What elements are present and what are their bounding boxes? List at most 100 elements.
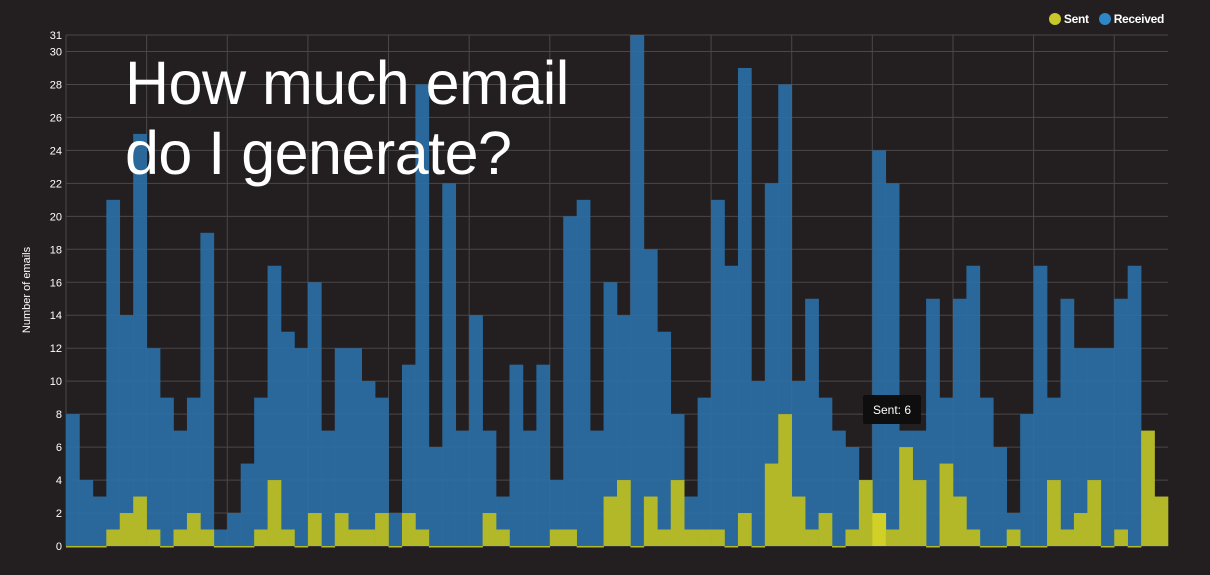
sent-bar[interactable] — [294, 546, 309, 548]
sent-bar[interactable] — [1073, 513, 1088, 546]
received-bar[interactable] — [79, 480, 94, 546]
sent-bar[interactable] — [119, 513, 134, 546]
sent-bar[interactable] — [939, 463, 954, 546]
sent-bar[interactable] — [818, 513, 833, 546]
sent-bar[interactable] — [267, 480, 282, 546]
sent-bar[interactable] — [160, 546, 174, 548]
received-bar[interactable] — [724, 265, 739, 546]
sent-bar[interactable] — [106, 529, 121, 546]
received-bar[interactable] — [737, 67, 752, 546]
received-bar[interactable] — [872, 150, 887, 547]
received-bar[interactable] — [307, 282, 322, 546]
received-bar[interactable] — [1060, 298, 1075, 546]
legend-item-received[interactable]: Received — [1098, 12, 1164, 26]
received-bar[interactable] — [92, 496, 107, 546]
received-bar[interactable] — [375, 397, 389, 546]
sent-bar[interactable] — [200, 529, 215, 546]
received-bar[interactable] — [885, 183, 900, 546]
sent-bar[interactable] — [79, 546, 94, 548]
legend-item-sent[interactable]: Sent — [1048, 12, 1089, 26]
sent-bar[interactable] — [442, 546, 457, 548]
sent-bar[interactable] — [778, 414, 793, 546]
sent-bar[interactable] — [832, 546, 846, 548]
sent-bar[interactable] — [966, 529, 981, 546]
received-bar[interactable] — [294, 348, 309, 546]
sent-bar[interactable] — [496, 529, 510, 546]
sent-bar[interactable] — [899, 447, 913, 546]
sent-bar[interactable] — [872, 513, 887, 546]
received-bar[interactable] — [361, 381, 376, 546]
received-bar[interactable] — [348, 348, 362, 546]
sent-bar[interactable] — [711, 529, 725, 546]
received-bar[interactable] — [334, 348, 349, 546]
sent-bar[interactable] — [307, 513, 322, 546]
received-bar[interactable] — [119, 315, 134, 546]
received-bar[interactable] — [926, 298, 940, 546]
received-bar[interactable] — [200, 232, 215, 546]
sent-bar[interactable] — [1033, 546, 1048, 548]
sent-bar[interactable] — [482, 513, 497, 546]
received-bar[interactable] — [993, 447, 1008, 546]
sent-bar[interactable] — [1020, 546, 1034, 548]
sent-bar[interactable] — [751, 546, 766, 548]
sent-bar[interactable] — [1141, 430, 1155, 546]
sent-bar[interactable] — [684, 529, 698, 546]
sent-bar[interactable] — [630, 546, 645, 548]
sent-bar[interactable] — [415, 529, 430, 546]
sent-bar[interactable] — [617, 480, 631, 546]
sent-bar[interactable] — [388, 546, 403, 548]
received-bar[interactable] — [227, 513, 242, 546]
sent-bar[interactable] — [563, 529, 577, 546]
received-bar[interactable] — [832, 430, 846, 546]
sent-bar[interactable] — [590, 546, 604, 548]
received-bar[interactable] — [590, 430, 604, 546]
sent-bar[interactable] — [1047, 480, 1061, 546]
received-bar[interactable] — [240, 463, 255, 546]
sent-bar[interactable] — [603, 496, 618, 546]
received-bar[interactable] — [805, 298, 819, 546]
received-bar[interactable] — [764, 183, 779, 546]
received-bar[interactable] — [522, 430, 537, 546]
received-bar[interactable] — [711, 199, 725, 546]
sent-bar[interactable] — [1087, 480, 1102, 546]
sent-bar[interactable] — [737, 513, 752, 546]
received-bar[interactable] — [146, 348, 161, 546]
sent-bar[interactable] — [361, 529, 376, 546]
received-bar[interactable] — [630, 35, 645, 546]
received-bar[interactable] — [455, 430, 470, 546]
sent-bar[interactable] — [858, 480, 873, 546]
sent-bar[interactable] — [348, 529, 362, 546]
sent-bar[interactable] — [1100, 546, 1115, 548]
received-bar[interactable] — [1127, 265, 1142, 546]
received-bar[interactable] — [697, 397, 712, 546]
received-bar[interactable] — [952, 298, 967, 546]
received-bar[interactable] — [186, 397, 201, 546]
sent-bar[interactable] — [657, 529, 672, 546]
sent-bar[interactable] — [845, 529, 860, 546]
received-bar[interactable] — [415, 84, 430, 547]
sent-bar[interactable] — [254, 529, 268, 546]
sent-bar[interactable] — [522, 546, 537, 548]
received-bar[interactable] — [321, 430, 336, 546]
received-bar[interactable] — [979, 397, 994, 546]
sent-bar[interactable] — [92, 546, 107, 548]
received-bar[interactable] — [536, 364, 551, 546]
received-bar[interactable] — [388, 513, 403, 546]
received-bar[interactable] — [643, 249, 658, 546]
received-bar[interactable] — [1033, 265, 1048, 546]
received-bar[interactable] — [563, 216, 577, 547]
received-bar[interactable] — [213, 529, 228, 546]
sent-bar[interactable] — [993, 546, 1008, 548]
sent-bar[interactable] — [670, 480, 685, 546]
sent-bar[interactable] — [375, 513, 389, 546]
sent-bar[interactable] — [764, 463, 779, 546]
sent-bar[interactable] — [885, 529, 900, 546]
sent-bar[interactable] — [1114, 529, 1128, 546]
sent-bar[interactable] — [173, 529, 188, 546]
received-bar[interactable] — [254, 397, 268, 546]
sent-bar[interactable] — [469, 546, 483, 548]
received-bar[interactable] — [401, 364, 416, 546]
sent-bar[interactable] — [213, 546, 228, 548]
sent-bar[interactable] — [401, 513, 416, 546]
sent-bar[interactable] — [133, 496, 147, 546]
